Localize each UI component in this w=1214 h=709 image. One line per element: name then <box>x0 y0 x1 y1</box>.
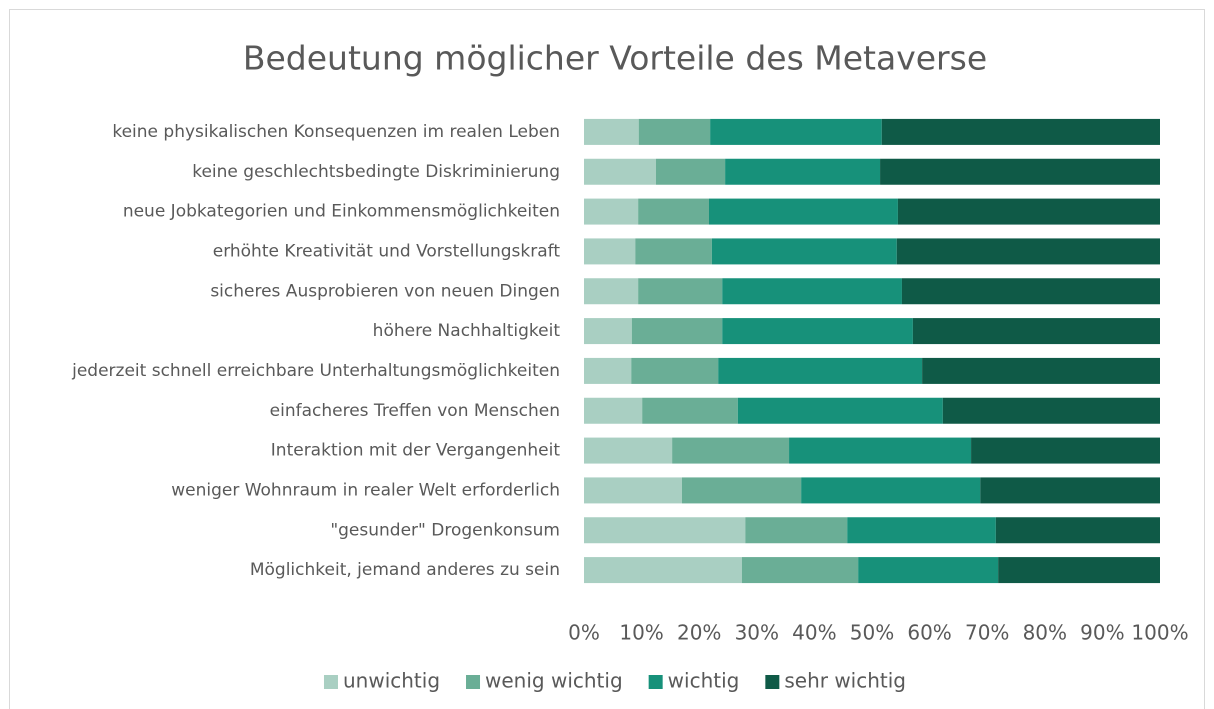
y-tick-label: erhöhte Kreativität und Vorstellungskraf… <box>213 241 561 261</box>
bar-segment <box>896 238 1160 265</box>
x-tick-label: 80% <box>1023 621 1067 645</box>
bar-segment <box>745 517 848 544</box>
bar-segment <box>741 557 859 584</box>
bar-segment <box>881 118 1160 145</box>
bar-segment <box>584 357 632 384</box>
y-tick-label: höhere Nachhaltigkeit <box>373 321 561 341</box>
bar-segment <box>584 397 643 424</box>
legend-label: wenig wichtig <box>485 669 623 693</box>
legend-swatch <box>466 675 481 689</box>
bar-segment <box>711 238 897 265</box>
bar-segment <box>858 557 999 584</box>
x-tick-label: 30% <box>735 621 779 645</box>
bar-segment <box>638 118 711 145</box>
y-tick-label: keine geschlechtsbedingte Diskriminierun… <box>192 162 560 182</box>
bar-segment <box>584 557 742 584</box>
bar-segment <box>584 238 636 265</box>
bar-segment <box>584 437 673 464</box>
x-tick-label: 100% <box>1131 621 1188 645</box>
y-tick-label: weniger Wohnraum in realer Welt erforder… <box>171 480 560 500</box>
bar-segment <box>725 158 881 185</box>
bar-segment <box>631 357 719 384</box>
y-tick-label: "gesunder" Drogenkonsum <box>330 520 560 540</box>
bar-segment <box>681 477 802 504</box>
legend-swatch <box>765 675 780 689</box>
bar-segment <box>672 437 790 464</box>
bar-segment <box>584 517 746 544</box>
x-tick-label: 0% <box>568 621 600 645</box>
bar-segment <box>971 437 1160 464</box>
bar-segment <box>584 477 682 504</box>
bar-segment <box>584 318 632 345</box>
bar-segment <box>789 437 972 464</box>
bar-segment <box>901 278 1160 305</box>
bar-segment <box>584 198 639 225</box>
bar-segment <box>710 118 882 145</box>
y-tick-label: Interaktion mit der Vergangenheit <box>271 441 561 461</box>
y-tick-label: jederzeit schnell erreichbare Unterhaltu… <box>71 361 560 381</box>
bar-segment <box>722 318 913 345</box>
bar-segment <box>737 397 943 424</box>
y-tick-label: einfacheres Treffen von Menschen <box>270 401 560 421</box>
y-tick-label: Möglichkeit, jemand anderes zu sein <box>250 560 560 580</box>
legend-swatch <box>648 675 663 689</box>
legend-label: sehr wichtig <box>784 669 906 693</box>
bar-segment <box>584 158 656 185</box>
bar-segment <box>912 318 1160 345</box>
bar-segment <box>998 557 1160 584</box>
x-tick-label: 10% <box>619 621 663 645</box>
x-tick-label: 90% <box>1080 621 1124 645</box>
y-tick-label: neue Jobkategorien und Einkommensmöglich… <box>123 202 560 222</box>
legend-label: wichtig <box>668 669 740 693</box>
legend-swatch <box>323 675 338 689</box>
bar-segment <box>942 397 1160 424</box>
bar-segment <box>638 278 723 305</box>
y-tick-label: keine physikalischen Konsequenzen im rea… <box>112 122 560 142</box>
bar-segment <box>584 118 639 145</box>
chart-title: Bedeutung möglicher Vorteile des Metaver… <box>243 39 987 78</box>
bar-segment <box>995 517 1160 544</box>
legend-label: unwichtig <box>343 669 440 693</box>
bar-segment <box>584 278 639 305</box>
bar-segment <box>722 278 902 305</box>
bar-segment <box>718 357 923 384</box>
bar-segment <box>897 198 1160 225</box>
bar-segment <box>642 397 738 424</box>
bar-segment <box>922 357 1160 384</box>
bar-segment <box>880 158 1160 185</box>
bar-segment <box>635 238 712 265</box>
y-tick-label: sicheres Ausprobieren von neuen Dingen <box>210 281 560 301</box>
bar-segment <box>638 198 709 225</box>
x-tick-label: 70% <box>965 621 1009 645</box>
x-tick-label: 50% <box>850 621 894 645</box>
bar-segment <box>847 517 996 544</box>
x-tick-label: 40% <box>792 621 836 645</box>
bar-segment <box>980 477 1160 504</box>
bar-segment <box>656 158 726 185</box>
bar-segment <box>631 318 723 345</box>
bar-segment <box>708 198 898 225</box>
bar-segment <box>801 477 981 504</box>
x-tick-label: 20% <box>677 621 721 645</box>
x-tick-label: 60% <box>907 621 951 645</box>
